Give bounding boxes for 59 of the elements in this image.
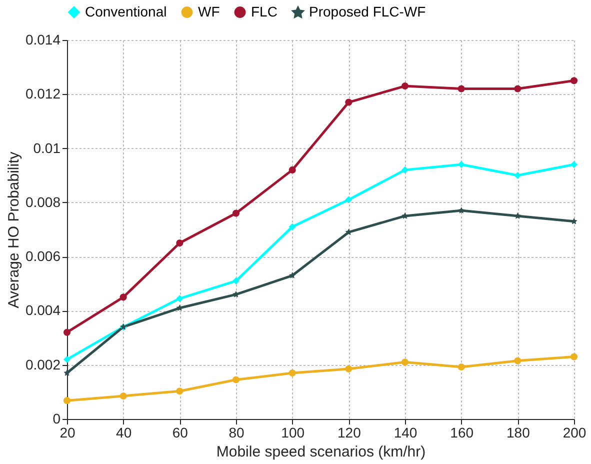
point bbox=[458, 207, 465, 214]
point bbox=[514, 172, 522, 179]
point bbox=[288, 166, 296, 174]
point bbox=[402, 212, 408, 219]
point bbox=[232, 277, 240, 284]
point bbox=[63, 397, 71, 404]
point bbox=[401, 358, 409, 366]
point bbox=[232, 290, 240, 298]
point bbox=[232, 376, 240, 384]
point bbox=[570, 77, 578, 84]
y-tick-label: 0.006 bbox=[25, 248, 61, 264]
point bbox=[64, 369, 70, 376]
point bbox=[120, 392, 127, 400]
point bbox=[288, 369, 296, 377]
legend-label: Proposed FLC-WF bbox=[309, 4, 426, 20]
point bbox=[570, 160, 578, 168]
point bbox=[63, 356, 71, 363]
point bbox=[570, 353, 578, 360]
point bbox=[458, 85, 465, 92]
point bbox=[514, 357, 522, 364]
y-tick-label: 0.002 bbox=[25, 356, 61, 372]
x-tick-label: 40 bbox=[116, 424, 132, 440]
x-tick-label: 60 bbox=[172, 424, 188, 440]
x-axis-title: Mobile speed scenarios (km/hr) bbox=[216, 444, 426, 460]
x-tick-label: 100 bbox=[281, 424, 305, 440]
x-tick-label: 160 bbox=[450, 424, 474, 440]
y-tick-label: 0.01 bbox=[33, 140, 61, 156]
point bbox=[176, 240, 184, 247]
x-tick-label: 140 bbox=[394, 424, 418, 440]
y-tick-label: 0 bbox=[52, 410, 61, 426]
x-tick-label: 120 bbox=[337, 424, 362, 440]
point bbox=[288, 223, 296, 230]
point bbox=[458, 363, 465, 371]
point bbox=[345, 196, 352, 204]
point bbox=[288, 272, 296, 278]
point bbox=[176, 294, 184, 302]
point bbox=[570, 218, 578, 224]
point bbox=[401, 82, 409, 90]
y-axis-title: Average HO Probability bbox=[5, 151, 22, 308]
y-tick-label: 0.008 bbox=[25, 194, 61, 210]
x-tick-label: 200 bbox=[562, 424, 586, 440]
point bbox=[345, 98, 352, 106]
point bbox=[63, 328, 71, 336]
point bbox=[458, 160, 465, 168]
legend-label: WF bbox=[198, 3, 220, 20]
x-tick-label: 80 bbox=[228, 424, 244, 440]
point bbox=[345, 365, 352, 372]
point bbox=[176, 388, 184, 395]
point bbox=[514, 85, 522, 92]
legend-label: Conventional bbox=[85, 3, 167, 20]
y-tick-label: 0.012 bbox=[25, 86, 61, 102]
legend-label: FLC bbox=[251, 3, 278, 20]
point bbox=[401, 166, 409, 174]
point bbox=[232, 210, 240, 217]
y-tick-label: 0.004 bbox=[25, 302, 61, 318]
x-tick-label: 180 bbox=[506, 424, 530, 440]
x-tick-label: 20 bbox=[60, 424, 76, 440]
point bbox=[120, 294, 127, 301]
y-tick-label: 0.014 bbox=[25, 32, 61, 48]
